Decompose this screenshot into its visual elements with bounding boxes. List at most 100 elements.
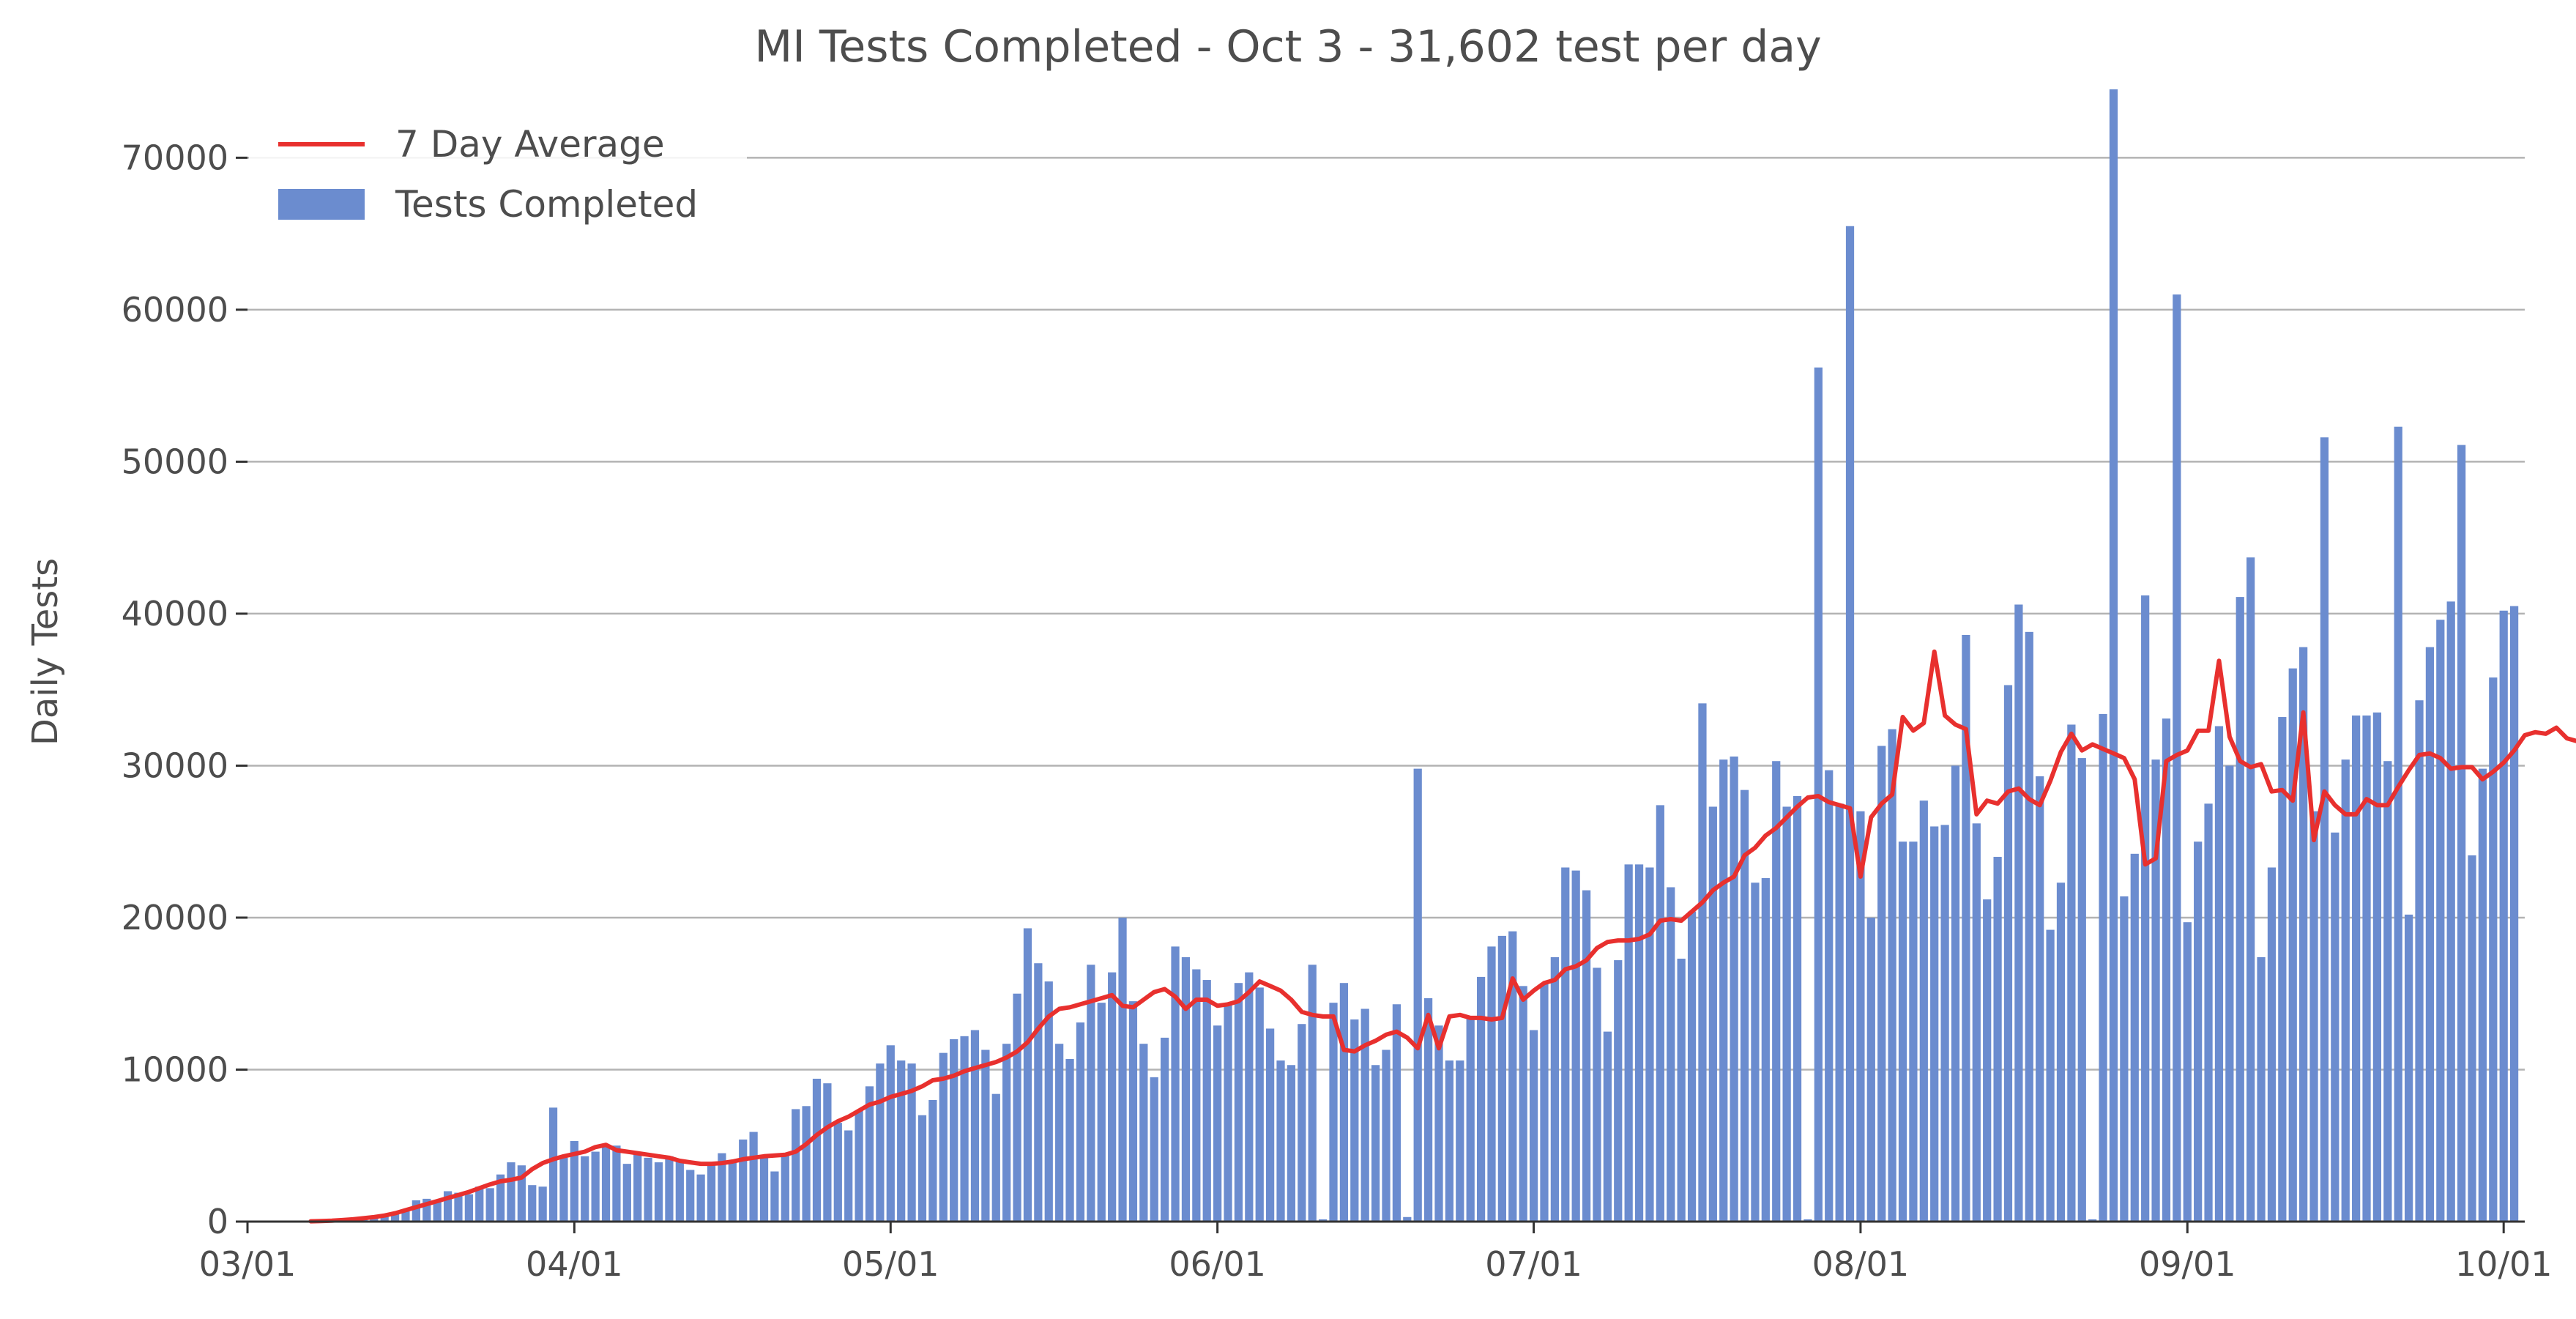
bar	[2373, 713, 2381, 1222]
bar	[1951, 765, 1959, 1222]
bar	[897, 1060, 905, 1222]
bar	[1614, 960, 1622, 1222]
bar	[1561, 867, 1569, 1222]
x-tick-label: 10/01	[2455, 1244, 2553, 1284]
bar	[1593, 967, 1601, 1222]
bar	[971, 1030, 979, 1222]
bar	[2331, 833, 2339, 1222]
bar	[781, 1155, 789, 1222]
bar	[2204, 803, 2212, 1222]
bar	[1076, 1022, 1084, 1222]
x-tick-label: 05/01	[842, 1244, 939, 1284]
bar	[2447, 601, 2455, 1222]
bar	[1762, 878, 1770, 1222]
bar	[633, 1153, 641, 1222]
bar	[1688, 912, 1696, 1222]
y-tick-label: 0	[207, 1202, 228, 1241]
bar	[1846, 226, 1854, 1222]
bar	[1245, 973, 1253, 1222]
bar	[1150, 1077, 1158, 1222]
y-tick-label: 40000	[122, 594, 228, 634]
bar	[1266, 1028, 1274, 1222]
bar	[1909, 841, 1917, 1222]
bar	[486, 1188, 494, 1222]
bar	[2184, 922, 2192, 1222]
bar	[655, 1162, 663, 1222]
bar	[855, 1111, 863, 1222]
bar	[644, 1158, 652, 1222]
bar	[1498, 936, 1506, 1222]
bar	[1877, 746, 1886, 1222]
bar	[539, 1186, 547, 1222]
bar	[1414, 769, 1422, 1222]
bar	[2489, 677, 2497, 1222]
bar	[2342, 759, 2350, 1222]
bar	[844, 1130, 852, 1222]
bar	[950, 1039, 958, 1222]
bar	[1013, 994, 1021, 1222]
bar	[1519, 986, 1527, 1222]
bar	[1940, 825, 1948, 1222]
x-tick-label: 09/01	[2139, 1244, 2236, 1284]
bar	[2457, 445, 2465, 1222]
bar	[1709, 806, 1717, 1222]
bar	[1678, 959, 1686, 1222]
bar	[707, 1164, 715, 1222]
bar	[1645, 867, 1653, 1222]
bar	[992, 1094, 1000, 1222]
bar	[729, 1161, 737, 1222]
bar	[2352, 716, 2360, 1222]
bar	[1993, 857, 2001, 1222]
bar	[1434, 1025, 1443, 1222]
bar	[1002, 1044, 1010, 1222]
bar	[1467, 1017, 1475, 1222]
chart-title: MI Tests Completed - Oct 3 - 31,602 test…	[754, 21, 1821, 73]
bar	[1098, 1003, 1106, 1222]
bar	[1034, 963, 1042, 1222]
bar	[1582, 891, 1590, 1222]
bar	[686, 1170, 694, 1222]
bar	[465, 1194, 473, 1222]
bar	[2362, 716, 2370, 1222]
bar	[2383, 761, 2391, 1222]
bar	[1424, 998, 1432, 1222]
bar	[2141, 595, 2149, 1222]
bar	[1656, 805, 1664, 1222]
bar	[2289, 669, 2297, 1222]
bar	[1276, 1060, 1284, 1222]
bar	[960, 1036, 968, 1222]
bar	[1825, 770, 1833, 1222]
bar	[697, 1175, 705, 1222]
bar	[834, 1123, 842, 1222]
bar	[2131, 854, 2139, 1222]
bar	[1477, 977, 1485, 1222]
bar	[1161, 1038, 1169, 1222]
bar	[1224, 1003, 1232, 1222]
bar	[2479, 769, 2487, 1222]
bar	[760, 1158, 768, 1222]
bar	[1129, 1001, 1137, 1222]
bar	[623, 1164, 631, 1222]
bar	[2246, 557, 2255, 1222]
bar	[1108, 973, 1116, 1222]
bar	[802, 1106, 810, 1222]
bar	[1635, 864, 1643, 1222]
bar	[2215, 726, 2223, 1222]
bar	[876, 1063, 884, 1222]
bar	[2436, 620, 2444, 1222]
x-tick-label: 04/01	[526, 1244, 623, 1284]
bar	[2405, 915, 2413, 1222]
x-tick-label: 06/01	[1169, 1244, 1266, 1284]
bar	[1192, 970, 1200, 1222]
bar	[2046, 930, 2054, 1222]
bar	[1235, 983, 1243, 1222]
bars-layer	[307, 89, 2518, 1222]
bar	[1329, 1003, 1337, 1222]
bar	[2257, 957, 2265, 1222]
bar	[1540, 983, 1548, 1222]
y-tick-label: 60000	[122, 290, 228, 330]
bar	[1604, 1032, 1612, 1222]
bar	[1920, 800, 1928, 1222]
bar	[1456, 1060, 1464, 1222]
